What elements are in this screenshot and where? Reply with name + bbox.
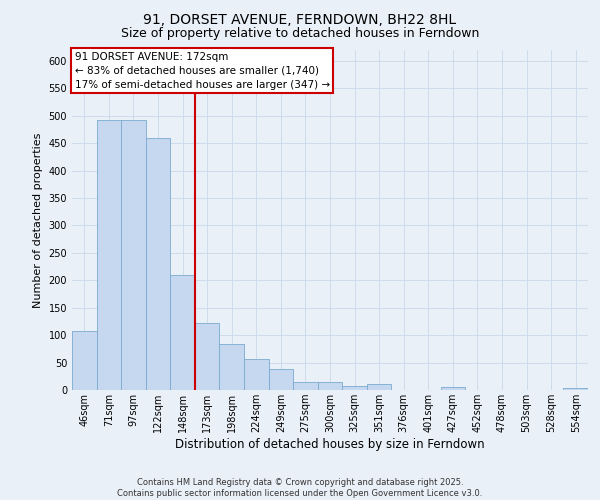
Text: Contains HM Land Registry data © Crown copyright and database right 2025.
Contai: Contains HM Land Registry data © Crown c… (118, 478, 482, 498)
X-axis label: Distribution of detached houses by size in Ferndown: Distribution of detached houses by size … (175, 438, 485, 451)
Bar (146, 138, 170, 390)
Bar (563, 388, 588, 390)
Text: Size of property relative to detached houses in Ferndown: Size of property relative to detached ho… (121, 28, 479, 40)
Bar (342, 386, 367, 390)
Bar (72, 332, 97, 390)
Bar (367, 384, 391, 390)
Bar (220, 344, 244, 390)
Bar (170, 275, 195, 390)
Bar (121, 120, 146, 390)
Bar (269, 369, 293, 390)
Bar (97, 120, 121, 390)
Bar (244, 358, 269, 390)
Y-axis label: Number of detached properties: Number of detached properties (33, 132, 43, 308)
Bar (293, 382, 318, 390)
Text: 91 DORSET AVENUE: 172sqm
← 83% of detached houses are smaller (1,740)
17% of sem: 91 DORSET AVENUE: 172sqm ← 83% of detach… (74, 52, 330, 90)
Text: 91, DORSET AVENUE, FERNDOWN, BH22 8HL: 91, DORSET AVENUE, FERNDOWN, BH22 8HL (143, 12, 457, 26)
Bar (440, 388, 465, 390)
Bar (195, 322, 220, 390)
Bar (318, 382, 342, 390)
